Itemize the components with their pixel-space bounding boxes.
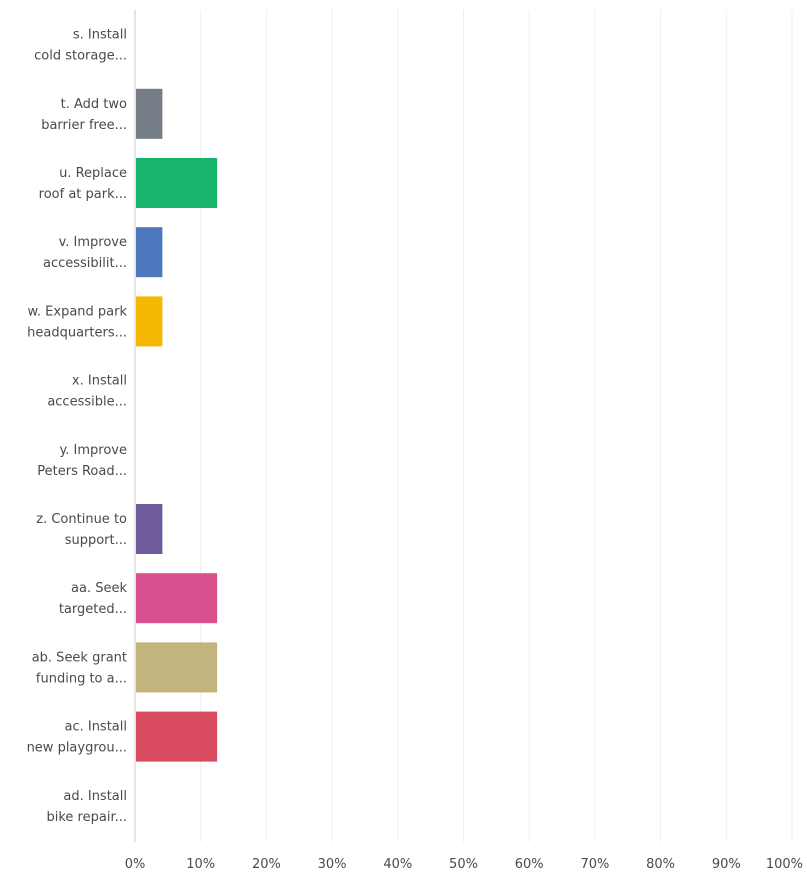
x-tick-label: 30% <box>318 857 347 872</box>
bar <box>136 711 218 762</box>
category-label: support... <box>65 533 127 548</box>
category-labels: s. Install cold storage... t. Add two barri… <box>27 28 128 825</box>
x-tick-label: 60% <box>515 857 544 872</box>
category-label: targeted... <box>59 602 127 617</box>
category-label: accessible... <box>47 395 127 410</box>
category-label: t. Add two <box>61 97 127 112</box>
x-tick-label: 0% <box>125 857 146 872</box>
category-label: z. Continue to <box>36 512 127 527</box>
category-label: s. Install <box>73 28 127 43</box>
x-tick-label: 90% <box>712 857 741 872</box>
x-tick-label: 40% <box>383 857 412 872</box>
bar <box>136 504 163 554</box>
gridlines <box>200 10 793 842</box>
category-label: ab. Seek grant <box>32 650 127 665</box>
bar <box>136 573 218 624</box>
x-tick-label: 50% <box>449 857 478 872</box>
x-tick-labels: 0% 10% 20% 30% 40% 50% 60% 70% 80% 90% 100% <box>125 857 803 872</box>
bar <box>136 158 218 208</box>
category-label: ad. Install <box>63 789 127 804</box>
category-label: v. Improve <box>59 235 127 250</box>
bar <box>136 227 163 278</box>
category-label: barrier free... <box>41 118 127 133</box>
category-label: w. Expand park <box>27 304 127 319</box>
x-tick-label: 80% <box>646 857 675 872</box>
x-tick-label: 70% <box>580 857 609 872</box>
category-label: x. Install <box>72 374 127 389</box>
category-label: funding to a... <box>36 671 127 686</box>
category-label: cold storage... <box>34 49 127 64</box>
bar <box>136 88 163 139</box>
category-label: roof at park... <box>39 187 127 202</box>
x-tick-label: 20% <box>252 857 281 872</box>
x-tick-label: 100% <box>766 857 803 872</box>
bars <box>136 88 218 762</box>
category-label: y. Improve <box>59 443 127 458</box>
category-label: aa. Seek <box>71 581 127 596</box>
category-label: u. Replace <box>59 166 127 181</box>
category-label: accessibilit... <box>43 256 127 271</box>
bar <box>136 296 163 347</box>
category-label: ac. Install <box>64 720 127 735</box>
x-tick-label: 10% <box>186 857 215 872</box>
category-label: bike repair... <box>47 810 128 825</box>
category-label: Peters Road... <box>37 464 127 479</box>
bar <box>136 642 218 693</box>
category-label: headquarters... <box>27 325 127 340</box>
category-label: new playgrou... <box>27 741 127 756</box>
